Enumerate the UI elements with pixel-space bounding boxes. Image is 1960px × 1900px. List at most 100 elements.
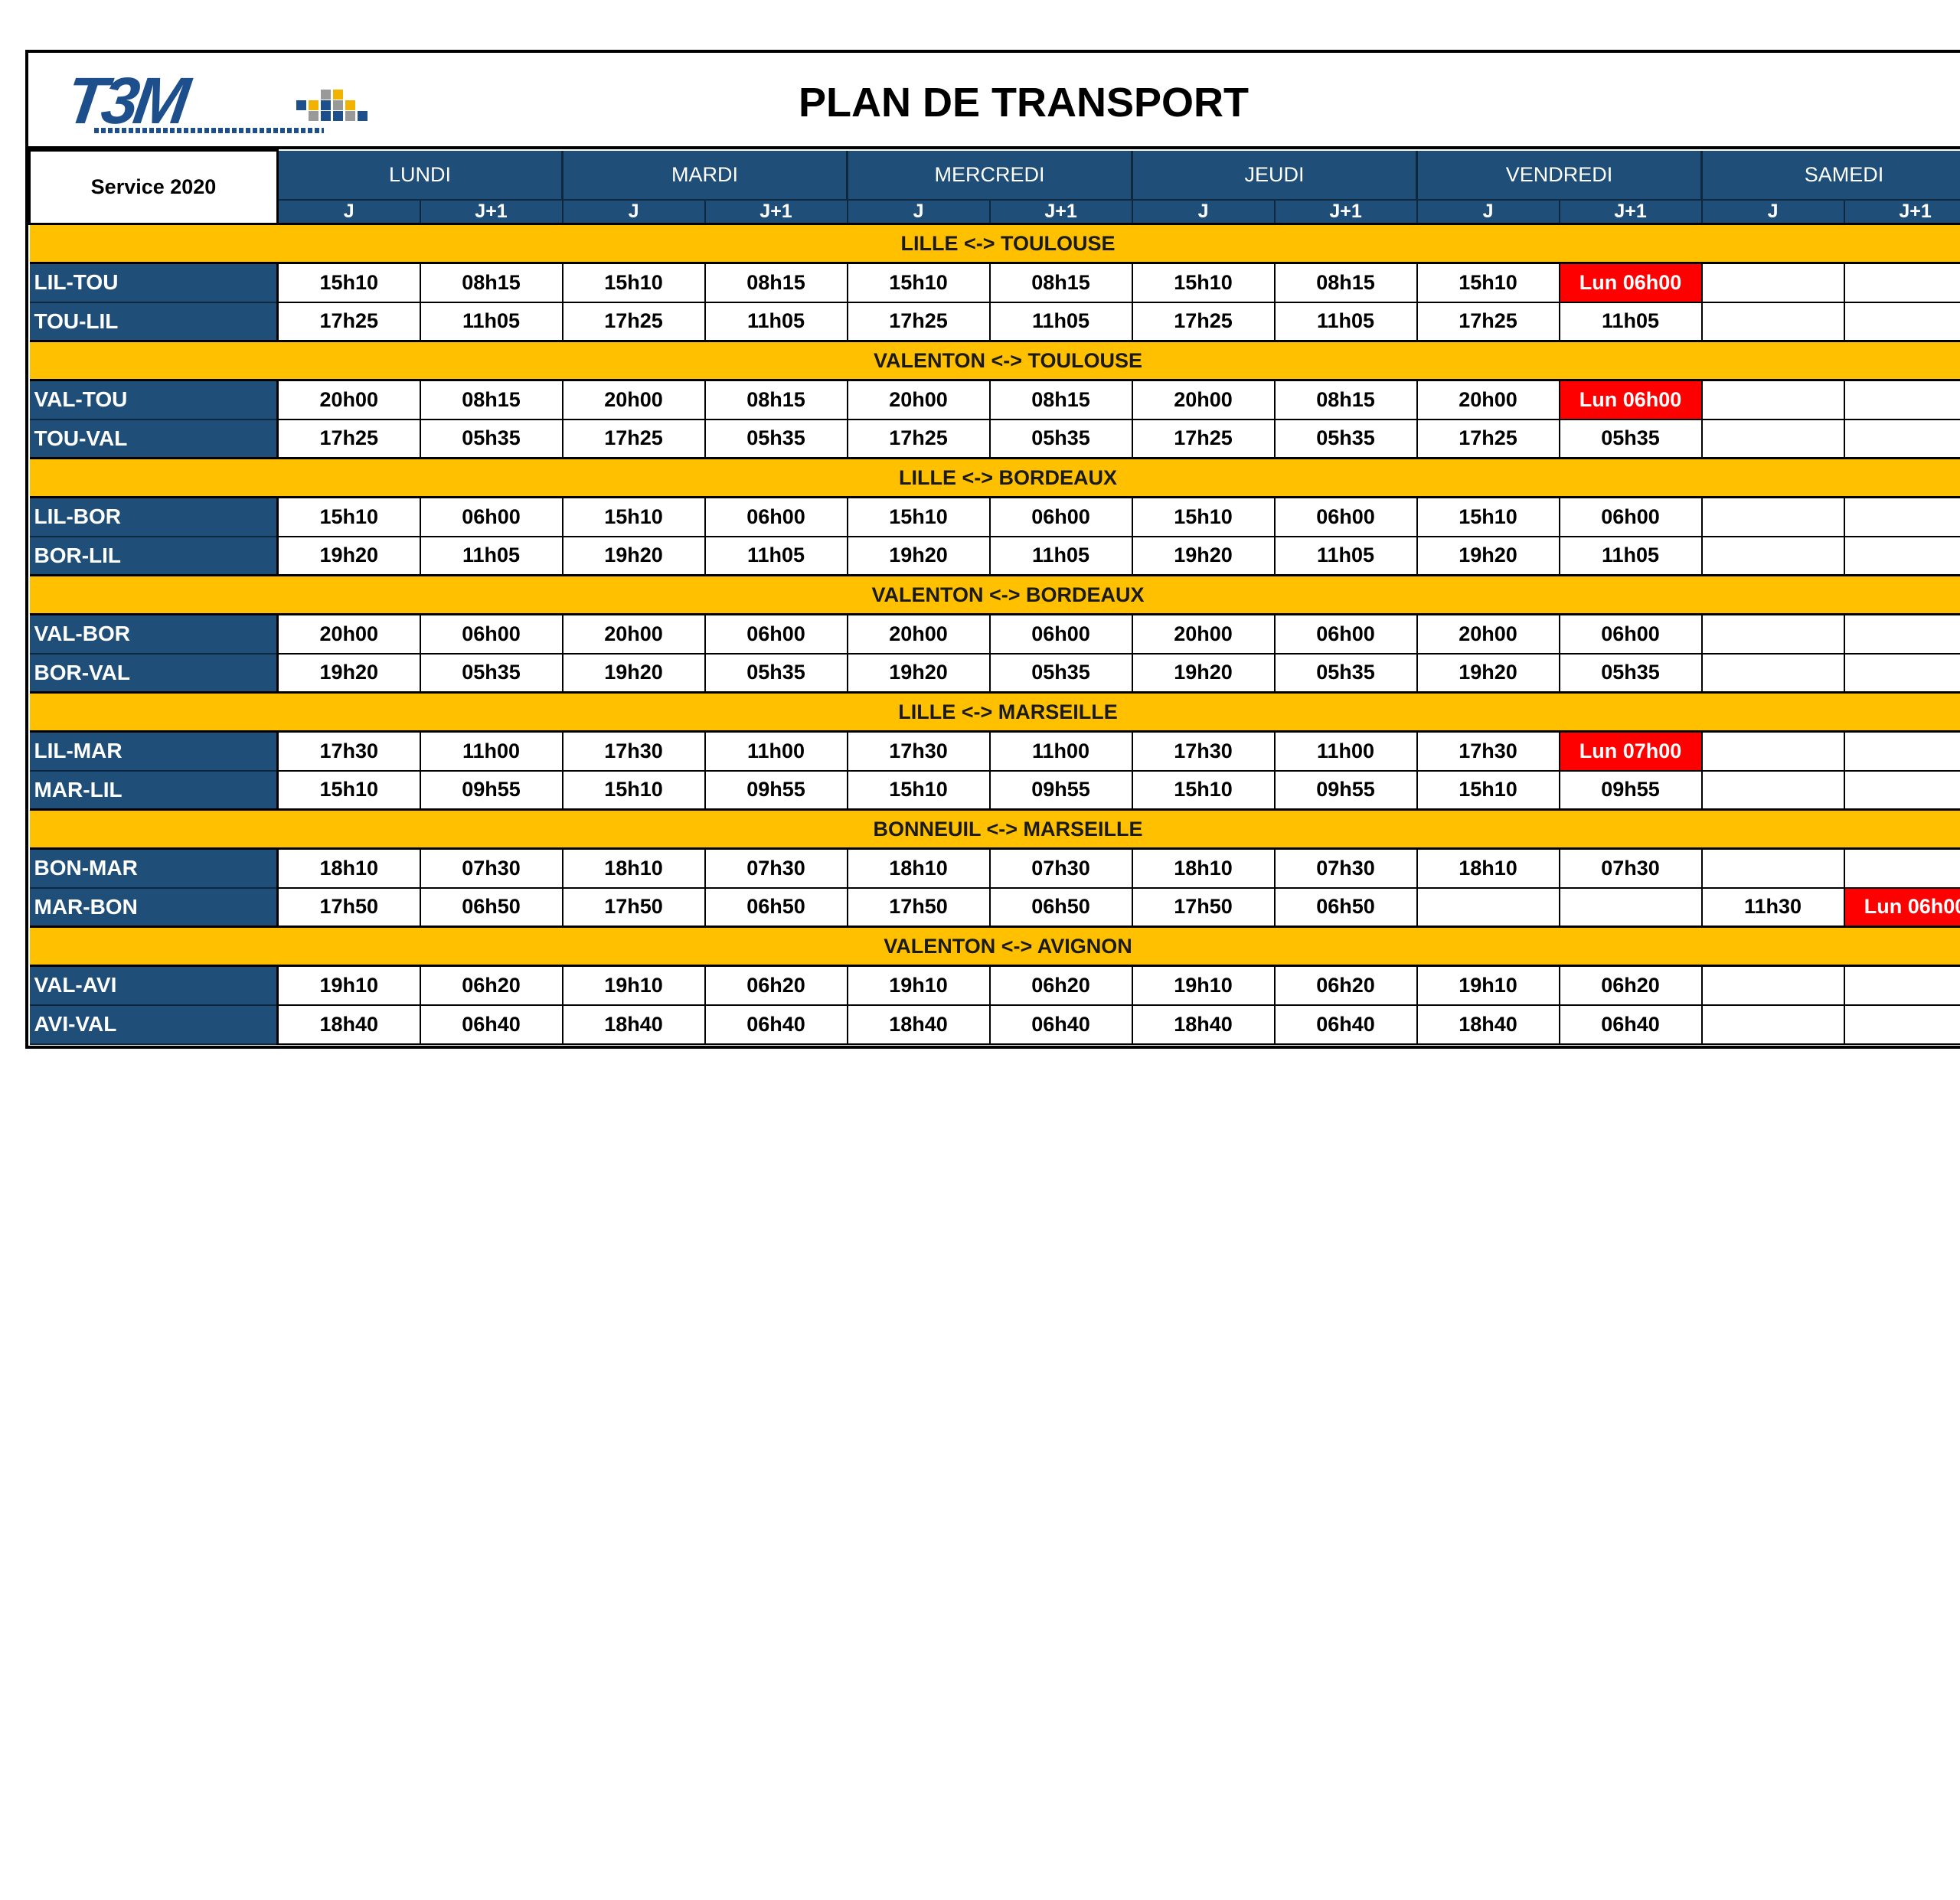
time-cell: 08h15 [989,380,1133,420]
route-code: VAL-AVI [29,965,279,1006]
time-cell: 15h10 [277,497,421,537]
time-cell: 19h10 [1132,965,1276,1006]
route-code: MAR-BON [29,887,279,928]
time-cell: 06h40 [1559,1004,1703,1045]
table-row: LIL-BOR 15h10 06h00 15h10 06h00 15h10 06h00 15h… [29,497,1960,537]
subheader-j: J [277,199,421,224]
time-cell: 19h20 [1416,536,1560,576]
time-cell: 19h20 [1132,653,1276,694]
time-cell: 08h15 [1274,263,1418,303]
time-cell: 18h10 [277,848,421,889]
time-cell: 09h55 [1274,770,1418,811]
time-cell [1701,263,1845,303]
time-cell [1701,302,1845,342]
time-cell: 11h05 [989,536,1133,576]
time-cell: 20h00 [277,380,421,420]
time-cell: 05h35 [989,419,1133,459]
table-row: LIL-TOU 15h10 08h15 15h10 08h15 15h10 08h15 15h… [29,263,1960,303]
table-row: LIL-MAR 17h30 11h00 17h30 11h00 17h30 11h00 17h… [29,731,1960,772]
table-row: BON-MAR 18h10 07h30 18h10 07h30 18h10 07h30 18h… [29,848,1960,889]
time-cell: 11h00 [704,731,848,772]
time-cell: 07h30 [420,848,564,889]
subheader-j: J [1701,199,1845,224]
time-cell: 06h00 [420,614,564,655]
time-cell: 06h20 [704,965,848,1006]
time-cell: 06h50 [704,887,848,928]
time-cell: 07h30 [704,848,848,889]
time-cell [1701,536,1845,576]
time-cell: 11h05 [1559,302,1703,342]
time-cell: 06h40 [989,1004,1133,1045]
route-group-title: LILLE <-> MARSEILLE [29,691,1960,733]
subheader-j-plus-1: J+1 [420,199,564,224]
route-group-title: BONNEUIL <-> MARSEILLE [29,808,1960,850]
route-group-title: VALENTON <-> TOULOUSE [29,340,1960,381]
time-cell: 19h10 [562,965,706,1006]
table-row: TOU-LIL 17h25 11h05 17h25 11h05 17h25 11h05 17h… [29,302,1960,342]
time-cell: 11h05 [1274,302,1418,342]
time-cell: 05h35 [704,419,848,459]
route-group-row: LILLE <-> BORDEAUX [29,457,1960,498]
time-cell: 15h10 [1132,497,1276,537]
time-cell: 17h50 [562,887,706,928]
time-cell: 09h55 [1559,770,1703,811]
time-cell: 18h10 [562,848,706,889]
service-label: Service 2020 [28,149,279,225]
time-cell: 06h00 [420,497,564,537]
route-group-row: LILLE <-> TOULOUSE [29,223,1960,264]
time-cell [1844,380,1960,420]
route-group-row: BONNEUIL <-> MARSEILLE [29,808,1960,850]
route-code: TOU-VAL [29,419,279,459]
time-cell: 05h35 [704,653,848,694]
time-cell [1844,302,1960,342]
subheader-j-plus-1: J+1 [1844,199,1960,224]
route-code: VAL-BOR [29,614,279,655]
day-header-lundi: LUNDI [277,150,564,201]
time-cell: 17h30 [847,731,991,772]
time-cell: 20h00 [847,380,991,420]
time-cell: 19h20 [277,653,421,694]
time-cell: 20h00 [1132,380,1276,420]
time-cell: 11h00 [989,731,1133,772]
time-cell: 17h50 [277,887,421,928]
time-cell: 05h35 [1274,419,1418,459]
route-code: BOR-VAL [29,653,279,694]
day-header-mardi: MARDI [562,150,849,201]
time-cell: 15h10 [562,497,706,537]
time-cell: 20h00 [562,380,706,420]
time-cell [1844,848,1960,889]
day-header-jeudi: JEUDI [1132,150,1419,201]
route-code: TOU-LIL [29,302,279,342]
time-cell: 11h30 [1701,887,1845,928]
time-cell: 06h00 [1559,614,1703,655]
subheader-j-plus-1: J+1 [1274,199,1418,224]
time-cell [1701,1004,1845,1045]
time-cell: Lun 07h00 [1559,731,1703,772]
time-cell [1701,419,1845,459]
time-cell [1559,887,1703,928]
time-cell: 06h00 [1274,614,1418,655]
route-code: VAL-TOU [29,380,279,420]
time-cell: 11h05 [989,302,1133,342]
time-cell: 06h00 [1559,497,1703,537]
time-cell: 17h25 [1132,302,1276,342]
table-row: AVI-VAL 18h40 06h40 18h40 06h40 18h40 06h40 18h… [29,1004,1960,1045]
time-cell: 17h30 [277,731,421,772]
time-cell: 11h05 [1559,536,1703,576]
time-cell [1844,653,1960,694]
table-row: TOU-VAL 17h25 05h35 17h25 05h35 17h25 05h35 17h… [29,419,1960,459]
time-cell: 06h50 [420,887,564,928]
time-cell: 18h40 [1132,1004,1276,1045]
time-cell: 05h35 [1274,653,1418,694]
subheader-j-plus-1: J+1 [1559,199,1703,224]
time-cell: 19h20 [562,536,706,576]
time-cell: 06h00 [989,497,1133,537]
route-code: LIL-BOR [29,497,279,537]
time-cell: 15h10 [1416,263,1560,303]
table-row: MAR-BON 17h50 06h50 17h50 06h50 17h50 06h50 17h… [29,887,1960,928]
table-row: VAL-TOU 20h00 08h15 20h00 08h15 20h00 08h15 20h… [29,380,1960,420]
time-cell: Lun 06h00 [1559,380,1703,420]
time-cell: 06h00 [1274,497,1418,537]
time-cell: 11h05 [420,302,564,342]
time-cell: 19h20 [847,653,991,694]
